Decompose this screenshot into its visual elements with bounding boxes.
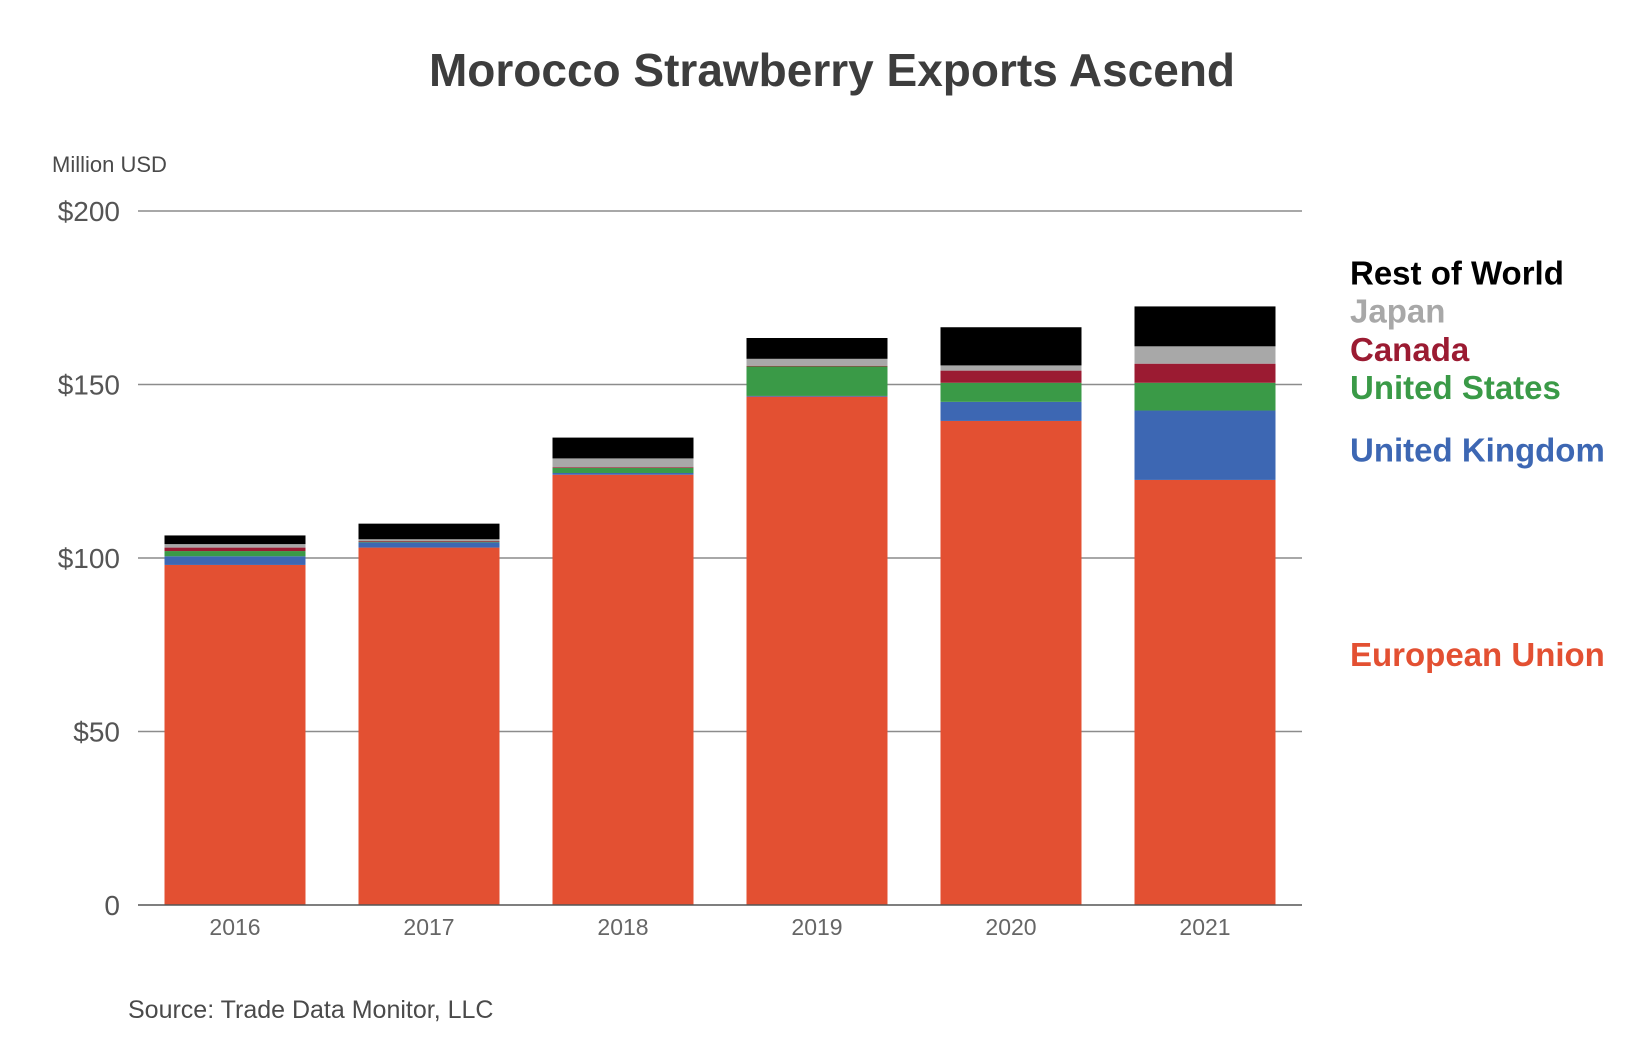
bar-segment <box>358 547 500 905</box>
y-tick-label: $100 <box>58 543 120 574</box>
bar-segment <box>1134 306 1276 347</box>
bar-segment <box>746 338 888 359</box>
y-tick-label: 0 <box>104 890 120 921</box>
y-tick-label: $50 <box>73 717 120 748</box>
bar-segment <box>552 472 694 475</box>
bar-segment <box>552 467 694 468</box>
legend-entry: Rest of World <box>1350 254 1564 291</box>
bar-segment <box>746 396 888 905</box>
y-tick-label: $200 <box>58 196 120 227</box>
bar-segment <box>358 541 500 543</box>
bar-segment <box>552 474 694 905</box>
source-note: Source: Trade Data Monitor, LLC <box>128 996 493 1024</box>
x-tick-label: 2017 <box>403 914 454 940</box>
bar-segment <box>940 420 1082 905</box>
bar-segment <box>164 551 306 557</box>
x-tick-label: 2016 <box>209 914 260 940</box>
y-tick-labels: 0 $50 $100 $150 $200 <box>58 196 120 921</box>
bar-segment <box>552 458 694 468</box>
bar-segment <box>1134 346 1276 364</box>
bar-segment <box>746 358 888 366</box>
x-tick-label: 2021 <box>1179 914 1230 940</box>
chart-title: Morocco Strawberry Exports Ascend <box>429 44 1235 96</box>
bar-segment <box>1134 363 1276 383</box>
bar-segment <box>358 523 500 540</box>
bar-segment <box>746 365 888 367</box>
bar-segment <box>164 556 306 565</box>
bar-segment <box>164 547 306 552</box>
x-tick-labels: 2016 2017 2018 2019 2020 2021 <box>209 914 1230 940</box>
bar-segment <box>164 535 306 545</box>
bar-segment <box>940 382 1082 402</box>
legend-entry: Japan <box>1350 293 1445 330</box>
y-axis-label: Million USD <box>52 152 167 177</box>
x-tick-label: 2018 <box>597 914 648 940</box>
bars <box>164 306 1276 905</box>
bar-segment <box>940 401 1082 421</box>
legend-entry: European Union <box>1350 636 1605 673</box>
bar-segment <box>164 544 306 548</box>
x-tick-label: 2020 <box>985 914 1036 940</box>
bar-segment <box>358 542 500 548</box>
legend-entry: United States <box>1350 369 1561 406</box>
bar-segment <box>164 564 306 905</box>
bar-segment <box>940 327 1082 366</box>
bar-segment <box>940 365 1082 371</box>
bar-segment <box>1134 479 1276 905</box>
bar-segment <box>1134 382 1276 411</box>
bar-segment <box>1134 410 1276 480</box>
bar-segment <box>358 540 500 542</box>
gridlines <box>138 210 1302 733</box>
bar-segment <box>940 370 1082 383</box>
legend-entry: United Kingdom <box>1350 431 1605 468</box>
x-tick-label: 2019 <box>791 914 842 940</box>
bar-segment <box>552 437 694 459</box>
bar-segment <box>358 539 500 541</box>
legend: European Union United Kingdom United State… <box>1350 254 1605 673</box>
bar-segment <box>552 467 694 473</box>
legend-entry: Canada <box>1350 331 1470 368</box>
bar-segment <box>746 366 888 396</box>
y-tick-label: $150 <box>58 370 120 401</box>
bar-segment <box>746 395 888 397</box>
